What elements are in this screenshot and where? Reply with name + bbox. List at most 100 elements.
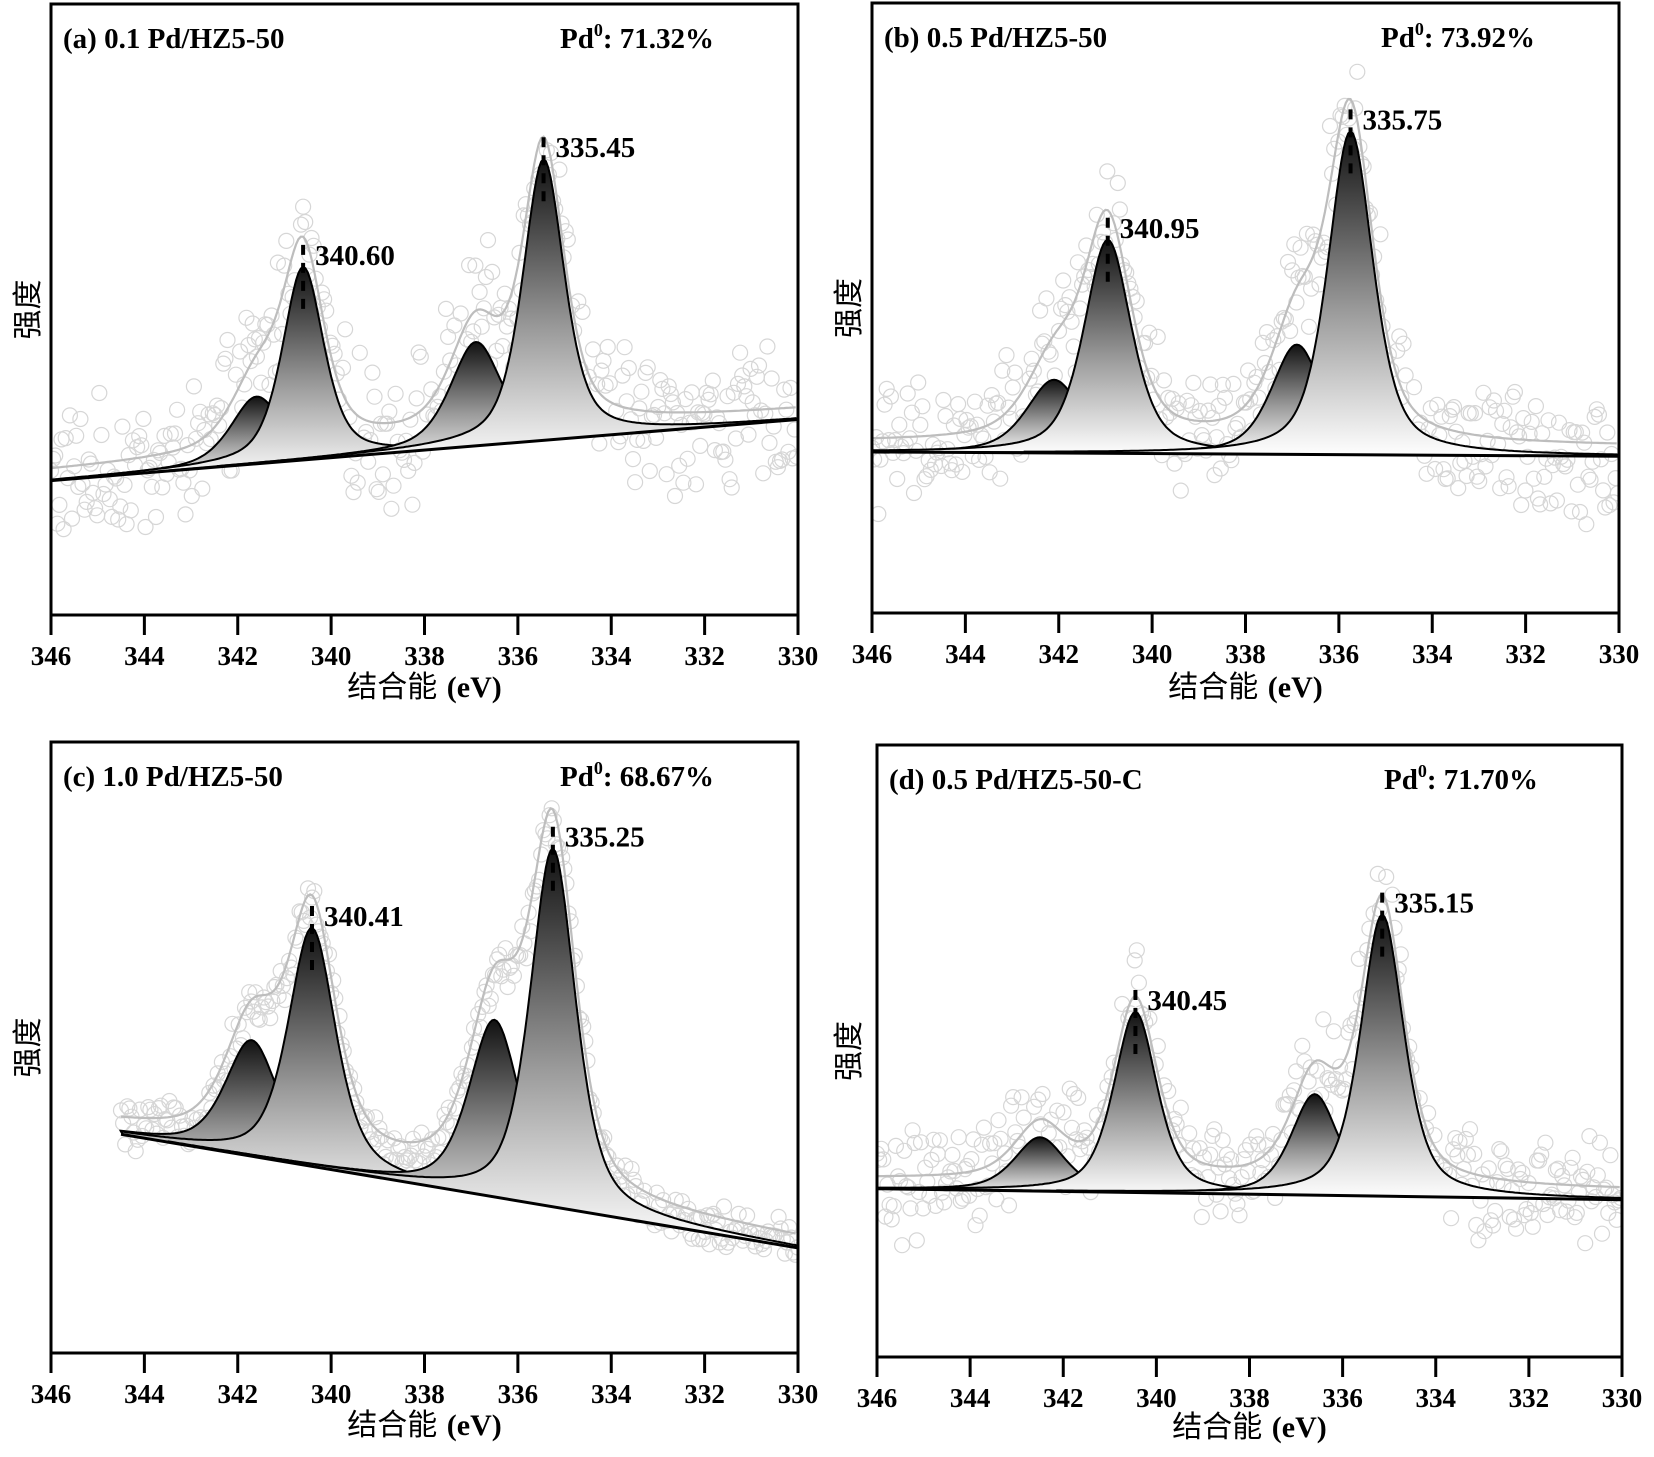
raw-point xyxy=(1061,1080,1078,1097)
x-tick-label: 344 xyxy=(124,641,165,671)
raw-point xyxy=(979,397,996,414)
x-tick-label: 330 xyxy=(1599,639,1640,669)
plot-frame xyxy=(49,740,800,1355)
raw-point xyxy=(278,232,295,249)
x-tick-label: 342 xyxy=(218,1379,259,1409)
raw-point xyxy=(1202,1146,1219,1163)
raw-point xyxy=(446,317,463,334)
x-tick-label: 344 xyxy=(950,1383,991,1413)
raw-point xyxy=(912,1134,930,1151)
raw-point xyxy=(1181,1125,1198,1142)
raw-point xyxy=(266,978,283,996)
raw-point xyxy=(51,462,60,479)
raw-point xyxy=(874,433,891,450)
plot-frame xyxy=(870,1,1621,615)
raw-point xyxy=(1589,1167,1606,1184)
raw-point xyxy=(86,500,104,517)
raw-point xyxy=(1435,461,1452,478)
raw-point xyxy=(442,352,459,369)
raw-point xyxy=(1329,1079,1347,1096)
raw-point xyxy=(1212,1203,1229,1220)
raw-point xyxy=(1321,117,1339,135)
raw-point xyxy=(1296,1053,1313,1070)
raw-point xyxy=(1429,396,1446,413)
raw-point xyxy=(1013,1089,1030,1106)
raw-point xyxy=(1185,1140,1202,1157)
raw-point xyxy=(975,1119,993,1136)
raw-point xyxy=(385,477,402,494)
raw-point xyxy=(1592,451,1610,468)
raw-point xyxy=(205,1077,222,1094)
raw-point xyxy=(782,379,798,396)
raw-point xyxy=(533,846,550,863)
raw-point xyxy=(1537,1134,1554,1151)
raw-point xyxy=(662,385,679,403)
raw-point xyxy=(914,398,931,415)
raw-point xyxy=(1034,1085,1051,1103)
raw-point xyxy=(963,1150,980,1168)
raw-point xyxy=(1466,1145,1483,1163)
raw-point xyxy=(1485,392,1503,409)
raw-point xyxy=(479,232,497,249)
raw-point xyxy=(549,839,567,856)
panel-d: 340.45 335.15 346 344 342 340 338 336 334 332 330 结… xyxy=(832,743,1642,1445)
raw-point xyxy=(1475,384,1492,401)
raw-point xyxy=(121,1100,138,1117)
raw-point xyxy=(989,394,1007,411)
raw-point xyxy=(1521,425,1538,442)
raw-point xyxy=(620,359,637,377)
raw-point xyxy=(896,1142,913,1159)
raw-point xyxy=(891,416,908,433)
raw-point xyxy=(190,415,207,432)
raw-point xyxy=(664,394,682,411)
raw-data-points xyxy=(51,142,798,538)
raw-point xyxy=(1336,97,1353,115)
x-tick-label: 334 xyxy=(1412,639,1453,669)
raw-point xyxy=(1563,503,1580,520)
raw-point xyxy=(1007,1124,1024,1141)
raw-point xyxy=(971,1207,988,1224)
raw-point xyxy=(927,1197,944,1215)
raw-point xyxy=(364,364,381,381)
raw-point xyxy=(696,406,713,423)
raw-point xyxy=(326,345,343,362)
panel-c: 340.41 335.25 346 344 342 340 338 336 334 332 330 结… xyxy=(11,740,818,1443)
raw-point xyxy=(706,442,724,459)
raw-point xyxy=(1149,328,1166,345)
raw-point xyxy=(1546,449,1563,466)
raw-point xyxy=(1597,499,1614,516)
raw-point xyxy=(194,480,211,497)
raw-point xyxy=(219,331,236,349)
raw-point xyxy=(1579,1163,1596,1180)
raw-point xyxy=(738,388,755,405)
plot-area xyxy=(877,865,1622,1254)
background-line xyxy=(51,417,798,483)
raw-point xyxy=(461,257,478,274)
raw-point xyxy=(408,390,425,407)
raw-point xyxy=(956,1160,974,1178)
raw-point xyxy=(731,344,749,361)
raw-point xyxy=(1183,397,1200,414)
raw-point xyxy=(679,450,696,467)
raw-point xyxy=(899,385,916,402)
raw-point xyxy=(371,1119,388,1137)
raw-point xyxy=(687,476,705,493)
raw-point xyxy=(211,417,228,434)
raw-point xyxy=(156,427,173,444)
x-tick-label: 338 xyxy=(1225,639,1266,669)
x-tick-label: 338 xyxy=(1229,1383,1270,1413)
background-line xyxy=(120,1132,798,1250)
peak-label: 335.25 xyxy=(565,822,645,854)
raw-point xyxy=(351,344,368,361)
x-tick-label: 342 xyxy=(218,641,259,671)
raw-point xyxy=(1459,1146,1477,1164)
raw-point xyxy=(1225,375,1242,392)
raw-point xyxy=(415,1148,432,1165)
raw-point xyxy=(1030,1091,1047,1108)
raw-point xyxy=(1099,163,1116,180)
raw-point xyxy=(1287,1063,1305,1080)
x-tick-label: 344 xyxy=(124,1379,165,1409)
raw-point xyxy=(177,506,194,523)
raw-point xyxy=(486,967,504,984)
